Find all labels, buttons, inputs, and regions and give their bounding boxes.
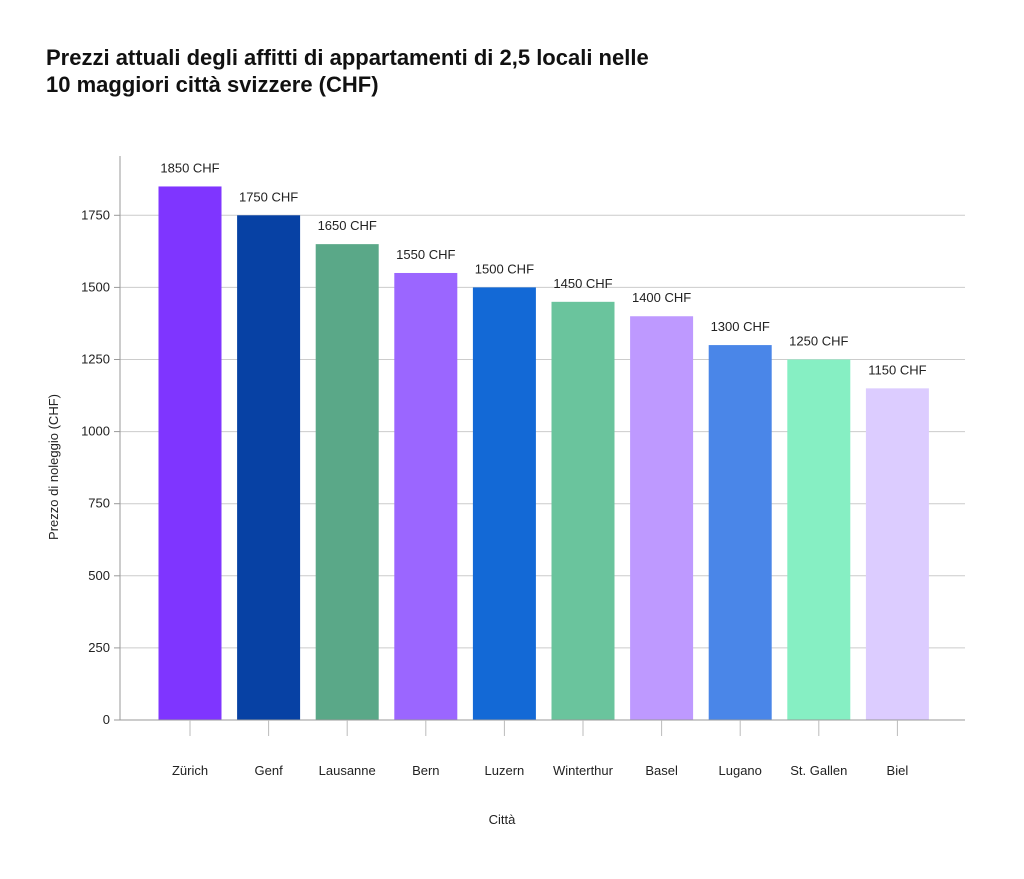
bar-data-label: 1300 CHF [711,319,770,334]
y-tick-label: 750 [88,496,110,511]
y-axis-title: Prezzo di noleggio (CHF) [46,394,61,540]
x-axis-title: Città [489,812,517,827]
x-tick-label: Zürich [172,763,208,778]
bar [551,301,615,720]
y-tick-label: 0 [103,712,110,727]
bars [158,186,929,721]
bar-data-label: 1850 CHF [160,160,219,175]
bar [237,215,301,721]
bar [472,287,536,720]
bar-data-label: 1250 CHF [789,334,848,349]
bar-data-label: 1400 CHF [632,290,691,305]
y-tick-label: 1250 [81,352,110,367]
bar [865,388,929,720]
y-tick-label: 1500 [81,279,110,294]
bar [787,359,851,720]
x-tick-label: Genf [255,763,284,778]
bar-data-label: 1450 CHF [553,276,612,291]
x-tick-label: Lugano [719,763,762,778]
bar-data-label: 1150 CHF [868,362,926,377]
x-tick-label: Luzern [485,763,525,778]
x-tick-label: Biel [887,763,909,778]
x-tick-label: Basel [645,763,678,778]
chart-title-line-1: Prezzi attuali degli affitti di appartam… [46,45,649,70]
y-tick-label: 1000 [81,424,110,439]
bar-data-label: 1550 CHF [396,247,455,262]
bar-data-label: 1650 CHF [318,218,377,233]
bar [630,316,694,720]
chart-title: Prezzi attuali degli affitti di appartam… [46,44,766,98]
bar-data-label: 1750 CHF [239,189,298,204]
axes: 0 250 500 750 1000 1250 1500 1750 Zürich Genf Laus… [81,156,965,778]
y-tick-label: 1750 [81,207,110,222]
x-tick-label: Winterthur [553,763,614,778]
x-tick-label: Lausanne [319,763,376,778]
y-tick-label: 500 [88,568,110,583]
x-tick-label: Bern [412,763,439,778]
bar [394,272,458,720]
y-tick-label: 250 [88,640,110,655]
bar [315,244,379,720]
bar [708,345,772,720]
chart-title-line-2: 10 maggiori città svizzere (CHF) [46,72,379,97]
x-tick-label: St. Gallen [790,763,847,778]
bar [158,186,222,720]
bar-data-label: 1500 CHF [475,261,534,276]
data-labels: 1850 CHF 1750 CHF 1650 CHF 1550 CHF 1500 CHF… [160,160,926,377]
